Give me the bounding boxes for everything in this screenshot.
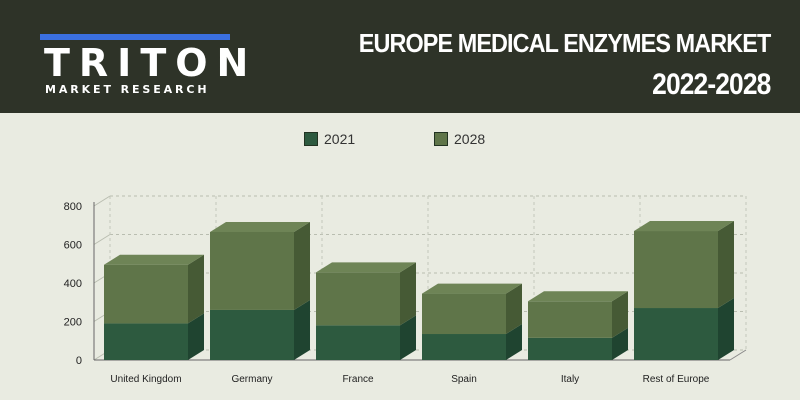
logo-wordmark: TRITON: [44, 41, 258, 85]
floor-edge: [729, 349, 747, 361]
page-title-years: 2022-2028: [651, 68, 771, 101]
x-tick-label: Spain: [451, 374, 477, 385]
y-tick-label: 600: [64, 240, 82, 252]
y-tick-label: 800: [64, 201, 82, 213]
bar-2028-top: [316, 262, 416, 273]
bar-2028-front: [634, 231, 718, 309]
bar-2028-front: [316, 272, 400, 326]
bar-2021-front: [104, 323, 188, 360]
bar-2028-side: [718, 221, 734, 309]
legend-label-2028: 2028: [454, 131, 486, 147]
x-tick-label: Italy: [561, 374, 579, 385]
bar-2021-side: [400, 315, 416, 360]
bar-2021-side: [188, 313, 204, 360]
header-banner: TRITON MARKET RESEARCH EUROPE MEDICAL EN…: [0, 0, 800, 113]
bar-2028-top: [528, 291, 628, 302]
bar-2028-side: [294, 221, 310, 310]
bar-2028-side: [400, 262, 416, 326]
x-tick-label: Germany: [231, 374, 272, 385]
bar-2028-side: [612, 291, 628, 338]
y-tick-label: 400: [64, 278, 82, 290]
bar-2028-front: [528, 301, 612, 338]
x-tick-label: Rest of Europe: [643, 374, 710, 385]
gridline-side-600: [93, 234, 111, 245]
page-title: EUROPE MEDICAL ENZYMES MARKET: [358, 28, 771, 58]
bar-2021-side: [294, 299, 310, 360]
x-tick-label: United Kingdom: [110, 374, 181, 385]
bar-2028-side: [506, 283, 522, 335]
chart-legend: 2021 2028: [0, 130, 800, 150]
bar-2021-front: [316, 325, 400, 360]
bar-2028-top: [210, 221, 310, 232]
gridline-side-800: [93, 195, 111, 207]
bar-2021-front: [634, 308, 718, 360]
x-tick-label: France: [342, 374, 374, 385]
logo-subtitle: MARKET RESEARCH: [45, 83, 210, 96]
bar-2021-front: [210, 309, 294, 360]
bar-2021-front: [422, 334, 506, 360]
bar-2028-top: [634, 221, 734, 232]
bar-2028-top: [104, 254, 204, 265]
bar-2028-front: [210, 231, 294, 310]
legend-item-2021: 2021: [304, 130, 355, 148]
triton-logo: TRITON MARKET RESEARCH: [40, 34, 248, 98]
bar-2028-top: [422, 283, 522, 294]
legend-label-2021: 2021: [324, 131, 356, 147]
bar-2021-front: [528, 337, 612, 360]
bar-2021-side: [506, 324, 522, 360]
bar-2028-front: [104, 264, 188, 324]
bar-2021-side: [718, 298, 734, 360]
legend-swatch-2021: [304, 132, 318, 146]
logo-accent-bar: [40, 34, 230, 40]
y-tick-label: 0: [76, 355, 82, 367]
bar-2021-side: [612, 327, 628, 360]
bar-2028-side: [188, 254, 204, 324]
legend-swatch-2028: [434, 132, 448, 146]
legend-item-2028: 2028: [434, 130, 485, 148]
bar-2028-front: [422, 293, 506, 335]
y-tick-label: 200: [64, 317, 82, 329]
